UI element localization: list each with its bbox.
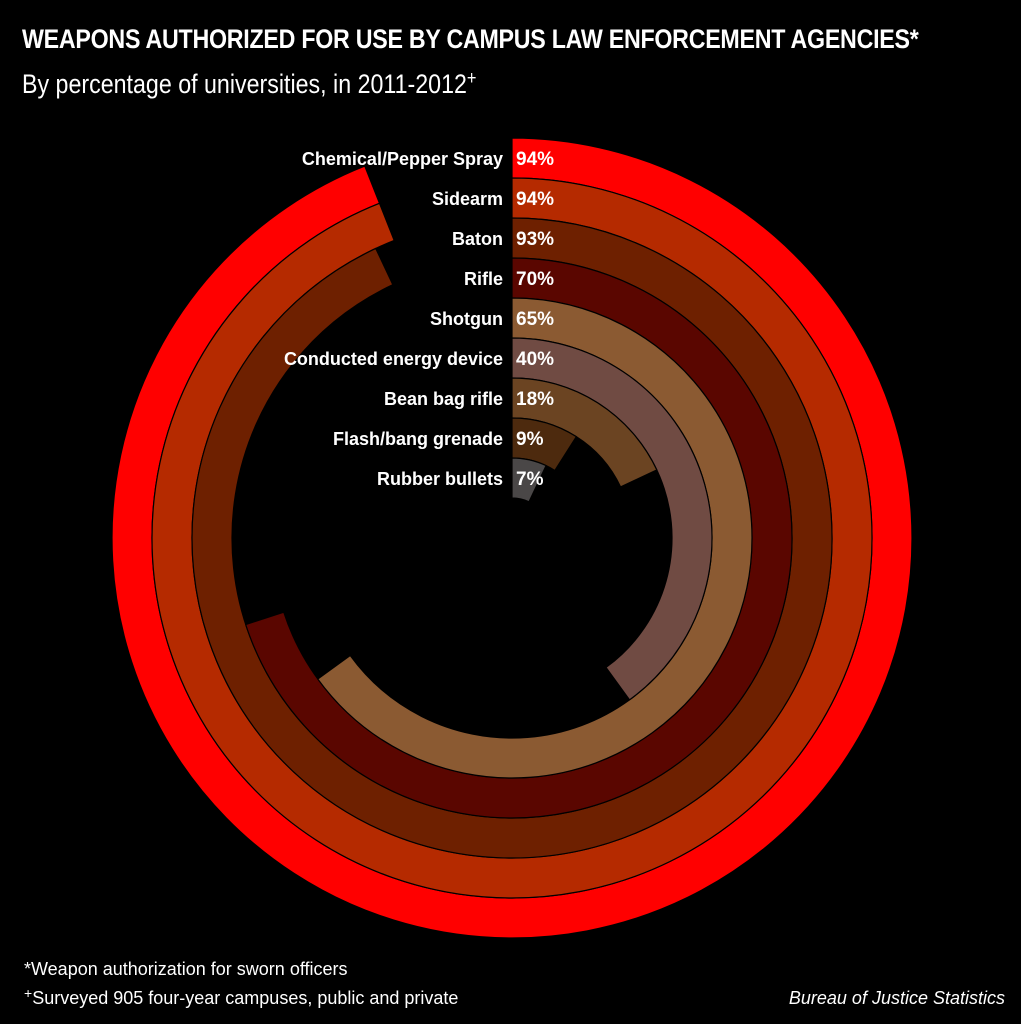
chart-subtitle: By percentage of universities, in 2011-2…	[22, 68, 476, 100]
footnote-weapon-authorization: *Weapon authorization for sworn officers	[24, 959, 348, 979]
arc-rubber-bullets	[511, 457, 547, 503]
subtitle-marker: +	[466, 68, 477, 89]
value-label-bean-bag-rifle: 18%	[516, 389, 554, 410]
footnote-survey-text: Surveyed 905 four-year campuses, public …	[32, 988, 459, 1008]
category-label-baton: Baton	[452, 229, 503, 249]
category-label-shotgun: Shotgun	[430, 309, 503, 329]
value-label-rifle: 70%	[516, 269, 554, 290]
subtitle-text: By percentage of universities, in 2011-2…	[22, 69, 467, 99]
value-label-chemical-pepper-spray: 94%	[516, 149, 554, 170]
category-label-bean-bag-rifle: Bean bag rifle	[384, 389, 503, 409]
value-label-conducted-energy-device: 40%	[516, 349, 554, 370]
footnote-survey: +Surveyed 905 four-year campuses, public…	[24, 985, 458, 1009]
value-label-shotgun: 65%	[516, 309, 554, 330]
category-label-flash-bang-grenade: Flash/bang grenade	[333, 429, 503, 449]
value-label-baton: 93%	[516, 229, 554, 250]
source-credit: Bureau of Justice Statistics	[788, 988, 1005, 1008]
value-label-rubber-bullets: 7%	[516, 469, 544, 490]
arc-group	[111, 137, 913, 939]
category-label-chemical-pepper-spray: Chemical/Pepper Spray	[302, 149, 503, 169]
category-label-rubber-bullets: Rubber bullets	[377, 469, 503, 489]
category-label-sidearm: Sidearm	[432, 189, 503, 209]
value-label-sidearm: 94%	[516, 189, 554, 210]
chart-title: WEAPONS AUTHORIZED FOR USE BY CAMPUS LAW…	[22, 24, 919, 54]
footnote-survey-marker: +	[24, 985, 33, 1001]
value-label-flash-bang-grenade: 9%	[516, 429, 544, 450]
category-label-conducted-energy-device: Conducted energy device	[284, 349, 503, 369]
label-group: Chemical/Pepper Spray 94% Sidearm 94% Baton 9…	[284, 149, 554, 490]
category-label-rifle: Rifle	[464, 269, 503, 289]
